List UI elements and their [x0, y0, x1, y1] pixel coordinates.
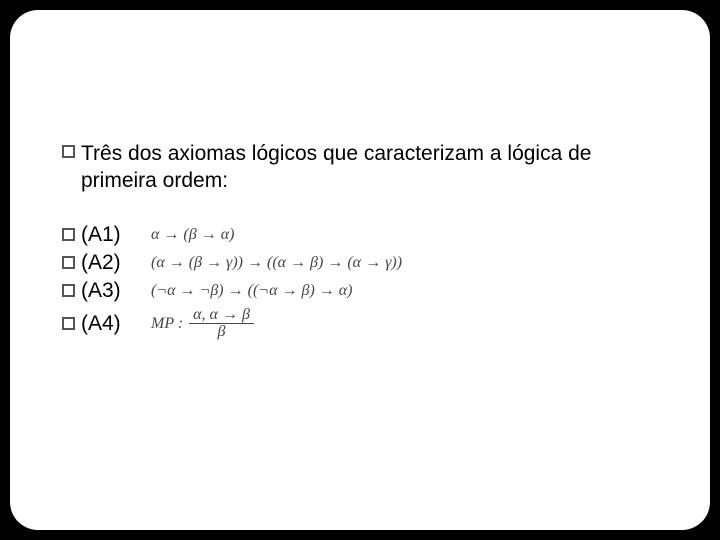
intro-line: Três dos axiomas lógicos que caracteriza…: [62, 140, 670, 195]
axiom-formula: (α → (β → γ)) → ((α → β) → (α → γ)): [151, 254, 402, 272]
axiom-label: (A2): [81, 251, 141, 275]
intro-text: Três dos axiomas lógicos que caracteriza…: [81, 140, 670, 195]
axiom-label: (A1): [81, 223, 141, 247]
axiom-row-a2: (A2) (α → (β → γ)) → ((α → β) → (α → γ)): [62, 251, 670, 275]
axiom-label: (A4): [81, 312, 141, 336]
mp-prefix: MP :: [151, 315, 183, 333]
mp-top: α, α → β: [189, 307, 254, 324]
axiom-formula: α → (β → α): [151, 226, 234, 244]
bullet-icon: [62, 228, 75, 241]
axiom-formula: (¬α → ¬β) → ((¬α → β) → α): [151, 282, 353, 300]
axiom-row-a4: (A4) MP : α, α → β β: [62, 307, 670, 342]
axiom-row-a3: (A3) (¬α → ¬β) → ((¬α → β) → α): [62, 279, 670, 303]
slide: Três dos axiomas lógicos que caracteriza…: [10, 10, 710, 530]
axiom-label: (A3): [81, 279, 141, 303]
axiom-row-a1: (A1) α → (β → α): [62, 223, 670, 247]
axiom-list: (A1) α → (β → α) (A2) (α → (β → γ)) → ((…: [62, 223, 670, 342]
mp-fraction: α, α → β β: [189, 307, 254, 342]
mp-bot: β: [214, 324, 230, 341]
bullet-icon: [62, 145, 75, 158]
bullet-icon: [62, 317, 75, 330]
axiom-formula-mp: MP : α, α → β β: [151, 307, 254, 342]
bullet-icon: [62, 284, 75, 297]
bullet-icon: [62, 256, 75, 269]
